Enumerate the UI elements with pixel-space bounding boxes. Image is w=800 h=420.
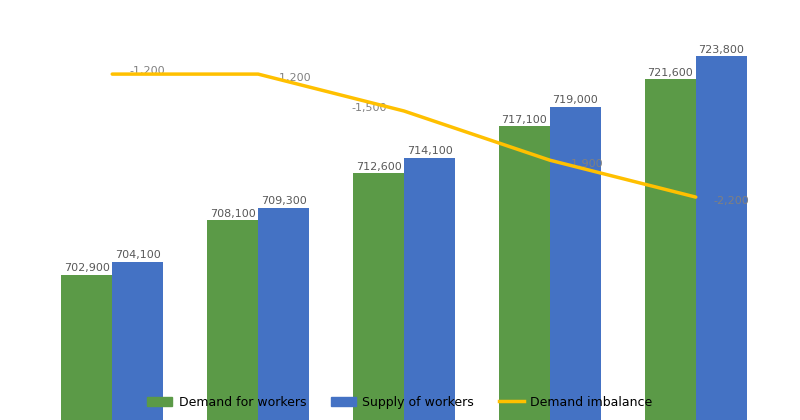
Bar <box>258 208 309 420</box>
Text: 709,300: 709,300 <box>261 196 306 206</box>
Bar <box>645 79 696 420</box>
Text: 704,100: 704,100 <box>115 250 161 260</box>
Text: 723,800: 723,800 <box>698 45 744 55</box>
Text: 712,600: 712,600 <box>355 162 402 172</box>
Bar <box>207 220 258 420</box>
Bar <box>696 56 747 420</box>
Legend: Demand for workers, Supply of workers, Demand imbalance: Demand for workers, Supply of workers, D… <box>142 391 658 414</box>
Text: 708,100: 708,100 <box>210 209 255 219</box>
Text: -2,200: -2,200 <box>714 196 749 206</box>
Text: -1,200: -1,200 <box>130 66 166 76</box>
Text: -1,900: -1,900 <box>567 159 603 169</box>
Bar <box>550 107 601 420</box>
Text: 719,000: 719,000 <box>553 95 598 105</box>
Text: 717,100: 717,100 <box>502 115 547 125</box>
Bar <box>61 275 112 420</box>
Text: 714,100: 714,100 <box>406 146 453 156</box>
Bar <box>112 262 163 420</box>
Text: 702,900: 702,900 <box>64 263 110 273</box>
Bar <box>353 173 404 420</box>
Text: -1,500: -1,500 <box>351 103 386 113</box>
Text: 721,600: 721,600 <box>647 68 693 78</box>
Bar <box>404 158 455 420</box>
Text: -1,200: -1,200 <box>276 73 311 83</box>
Bar <box>499 126 550 420</box>
